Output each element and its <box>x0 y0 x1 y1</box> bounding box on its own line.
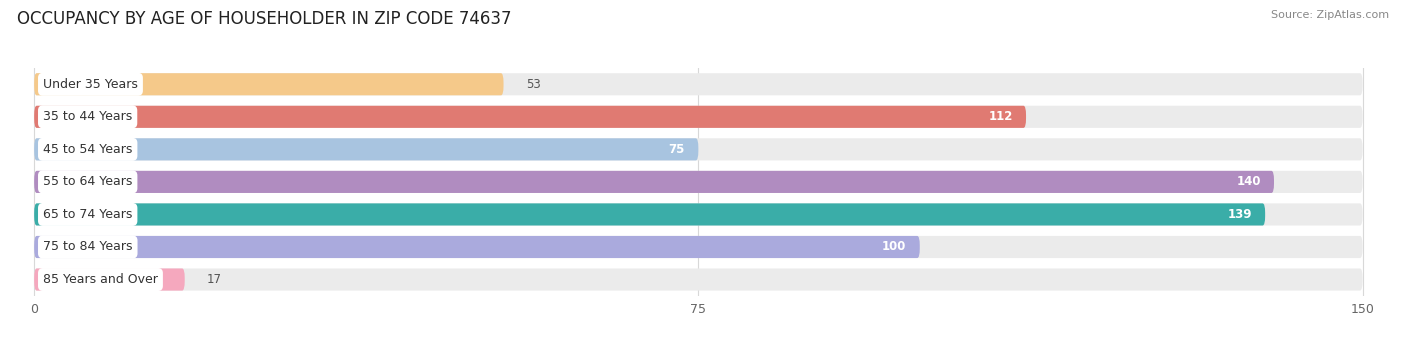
Text: 75 to 84 Years: 75 to 84 Years <box>44 240 132 254</box>
FancyBboxPatch shape <box>34 106 1362 128</box>
FancyBboxPatch shape <box>34 236 920 258</box>
Text: OCCUPANCY BY AGE OF HOUSEHOLDER IN ZIP CODE 74637: OCCUPANCY BY AGE OF HOUSEHOLDER IN ZIP C… <box>17 10 512 28</box>
Text: 85 Years and Over: 85 Years and Over <box>44 273 157 286</box>
Text: 75: 75 <box>669 143 685 156</box>
Text: 65 to 74 Years: 65 to 74 Years <box>44 208 132 221</box>
Text: 139: 139 <box>1227 208 1251 221</box>
FancyBboxPatch shape <box>34 73 1362 95</box>
FancyBboxPatch shape <box>34 138 1362 160</box>
FancyBboxPatch shape <box>34 106 1026 128</box>
FancyBboxPatch shape <box>34 236 1362 258</box>
Text: 140: 140 <box>1236 175 1261 188</box>
FancyBboxPatch shape <box>34 73 503 95</box>
FancyBboxPatch shape <box>34 138 699 160</box>
Text: 45 to 54 Years: 45 to 54 Years <box>44 143 132 156</box>
FancyBboxPatch shape <box>34 171 1274 193</box>
Text: Under 35 Years: Under 35 Years <box>44 78 138 91</box>
Text: 100: 100 <box>882 240 907 254</box>
Text: Source: ZipAtlas.com: Source: ZipAtlas.com <box>1271 10 1389 20</box>
FancyBboxPatch shape <box>34 269 184 291</box>
FancyBboxPatch shape <box>34 203 1265 225</box>
FancyBboxPatch shape <box>34 171 1362 193</box>
FancyBboxPatch shape <box>34 269 1362 291</box>
Text: 17: 17 <box>207 273 222 286</box>
Text: 112: 112 <box>988 110 1012 123</box>
Text: 35 to 44 Years: 35 to 44 Years <box>44 110 132 123</box>
Text: 53: 53 <box>526 78 540 91</box>
Text: 55 to 64 Years: 55 to 64 Years <box>44 175 132 188</box>
FancyBboxPatch shape <box>34 203 1362 225</box>
